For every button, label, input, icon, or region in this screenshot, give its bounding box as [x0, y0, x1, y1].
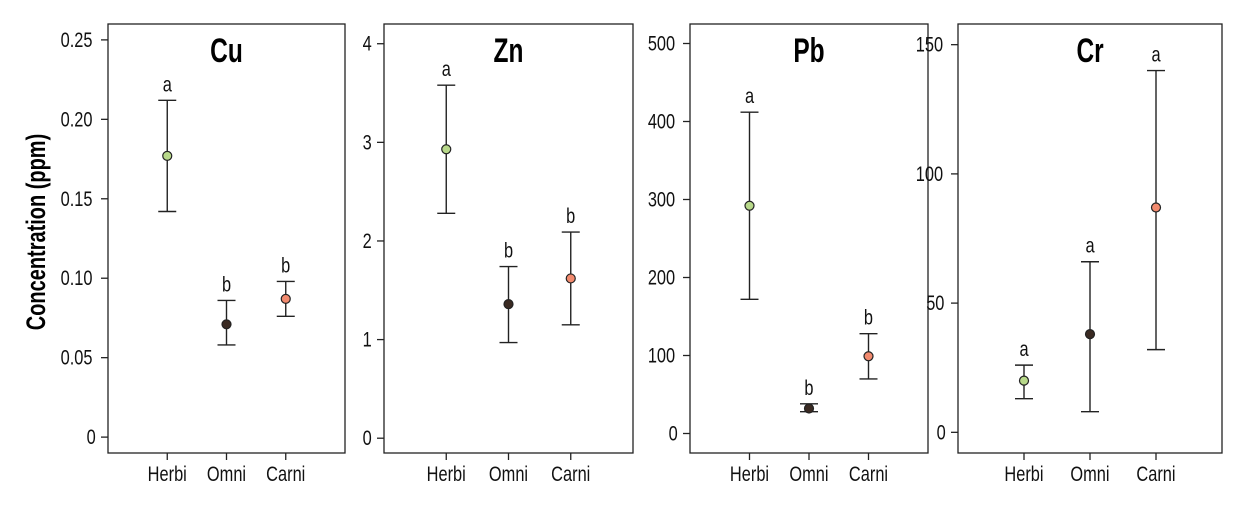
x-tick-label: Herbi	[427, 462, 466, 485]
y-tick-label: 4	[363, 32, 372, 55]
y-tick-label: 100	[916, 162, 943, 185]
data-point	[162, 150, 173, 161]
y-tick-label: 200	[648, 266, 675, 289]
data-point	[1084, 329, 1096, 340]
y-tick-label: 0	[937, 420, 946, 443]
significance-letter: a	[1020, 337, 1030, 360]
significance-letter: a	[1086, 234, 1096, 257]
data-point	[503, 298, 514, 310]
significance-letter: b	[566, 204, 575, 227]
data-point	[280, 293, 291, 304]
x-tick-label: Carni	[551, 462, 590, 485]
data-point	[221, 319, 232, 330]
y-tick-label: 0.10	[61, 266, 93, 289]
x-tick-label: Herbi	[1004, 462, 1043, 485]
y-tick-label: 1	[363, 328, 372, 351]
panel-pb: Pb 0 100 200 300 400 500 Herbi Omni Carni a b b	[648, 23, 929, 485]
y-tick-label: 0.05	[61, 346, 93, 369]
x-tick-label: Omni	[789, 462, 828, 485]
data-point	[1018, 375, 1030, 386]
y-axis-label: Concentration (ppm)	[21, 134, 52, 330]
x-tick-label: Herbi	[148, 462, 187, 485]
significance-letter: b	[804, 376, 813, 399]
y-tick-label: 0.25	[61, 28, 93, 51]
y-tick-label: 0.20	[61, 107, 93, 130]
data-point	[565, 273, 576, 284]
x-tick-label: Carni	[849, 462, 888, 485]
data-point	[803, 403, 815, 414]
y-tick-label: 50	[926, 291, 944, 314]
data-point	[1150, 202, 1162, 213]
x-tick-label: Herbi	[730, 462, 769, 485]
y-tick-label: 0	[669, 422, 678, 445]
panel-title: Cu	[210, 32, 243, 70]
x-tick-label: Carni	[1136, 462, 1175, 485]
significance-letter: a	[745, 84, 755, 107]
y-tick-label: 300	[648, 188, 675, 211]
panel-title: Zn	[494, 32, 524, 70]
x-tick-label: Omni	[489, 462, 528, 485]
x-tick-label: Omni	[1070, 462, 1109, 485]
plot-frame	[107, 23, 346, 454]
panel-title: Pb	[793, 32, 824, 70]
significance-letter: b	[864, 306, 873, 329]
data-point	[441, 144, 452, 155]
panel-cu: Cu 0 0.05 0.10 0.15 0.20 0.25 Herbi Omni Carni a b b	[61, 23, 346, 485]
y-tick-label: 3	[363, 130, 372, 153]
y-tick-label: 100	[648, 344, 675, 367]
panel-cr: Cr 0 50 100 150 Herbi Omni Carni a a a	[916, 23, 1223, 485]
x-tick-label: Omni	[207, 462, 246, 485]
data-point	[863, 351, 874, 362]
y-tick-label: 2	[363, 229, 372, 252]
panel-title: Cr	[1076, 32, 1104, 70]
y-tick-label: 0	[363, 426, 372, 449]
significance-letter: b	[281, 253, 290, 276]
significance-letter: a	[163, 72, 173, 95]
significance-letter: b	[504, 239, 513, 262]
y-tick-label: 150	[916, 33, 943, 56]
significance-letter: a	[442, 57, 452, 80]
y-tick-label: 500	[648, 32, 675, 55]
y-tick-label: 0.15	[61, 187, 93, 210]
data-point	[744, 200, 755, 211]
y-tick-label: 400	[648, 110, 675, 133]
x-tick-label: Carni	[266, 462, 305, 485]
panel-zn: Zn 0 1 2 3 4 Herbi Omni Carni a b b	[363, 23, 634, 485]
significance-letter: b	[222, 273, 231, 296]
y-tick-label: 0	[87, 425, 96, 448]
significance-letter: a	[1152, 43, 1162, 66]
